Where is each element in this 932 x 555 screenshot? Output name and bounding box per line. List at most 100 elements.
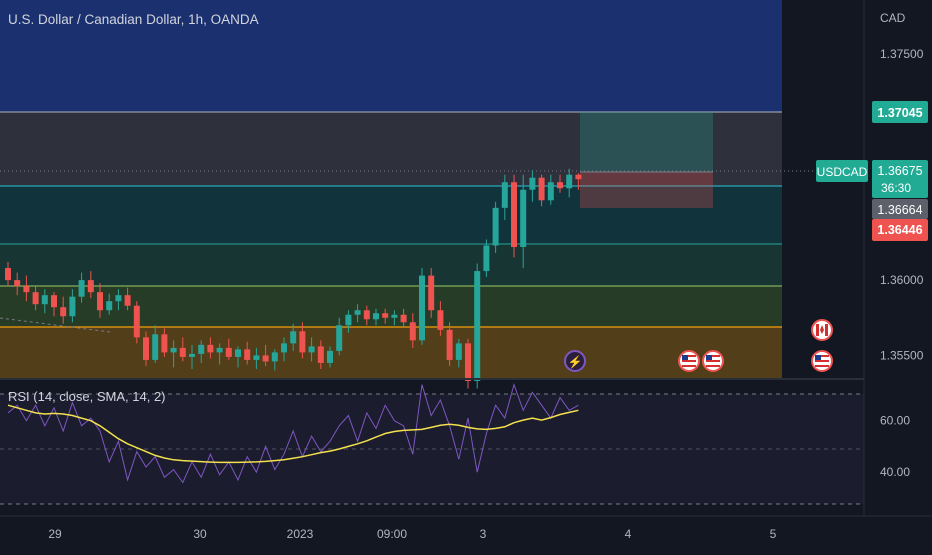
candle[interactable] bbox=[336, 325, 343, 351]
us-flag-stripe bbox=[706, 365, 720, 367]
symbol-badge[interactable] bbox=[816, 160, 868, 182]
event-marker-lightning[interactable]: ⚡ bbox=[564, 350, 586, 372]
candle[interactable] bbox=[87, 280, 94, 293]
candle[interactable] bbox=[557, 182, 563, 189]
us-flag-stripe bbox=[706, 355, 720, 357]
candle[interactable] bbox=[373, 313, 379, 320]
candle[interactable] bbox=[327, 350, 333, 363]
candle[interactable] bbox=[78, 280, 85, 297]
target-box[interactable] bbox=[580, 112, 713, 172]
zone-olive bbox=[0, 286, 782, 327]
price-axis[interactable] bbox=[864, 0, 932, 516]
candle[interactable] bbox=[354, 310, 361, 315]
candle[interactable] bbox=[41, 295, 48, 305]
candle[interactable] bbox=[198, 344, 205, 354]
time-label: 30 bbox=[193, 527, 207, 541]
candles-group[interactable] bbox=[5, 168, 582, 389]
candle[interactable] bbox=[281, 343, 287, 353]
bar-countdown: 36:30 bbox=[881, 181, 911, 195]
candle[interactable] bbox=[382, 313, 389, 318]
trend-line-dashed[interactable] bbox=[0, 317, 111, 333]
candle[interactable] bbox=[566, 174, 573, 189]
candle[interactable] bbox=[253, 355, 260, 360]
candle[interactable] bbox=[60, 307, 67, 317]
candle[interactable] bbox=[317, 346, 324, 363]
candle[interactable] bbox=[455, 343, 462, 360]
level-mid-badge-text: 1.36664 bbox=[877, 203, 922, 217]
candle[interactable] bbox=[419, 275, 425, 341]
candle[interactable] bbox=[161, 334, 168, 353]
candle[interactable] bbox=[106, 301, 113, 311]
candle[interactable] bbox=[189, 353, 195, 357]
candle[interactable] bbox=[474, 271, 481, 382]
candle[interactable] bbox=[299, 331, 306, 353]
time-label: 09:00 bbox=[377, 527, 407, 541]
candle[interactable] bbox=[437, 310, 444, 330]
candle[interactable] bbox=[400, 314, 407, 323]
candle[interactable] bbox=[446, 329, 453, 360]
candle[interactable] bbox=[51, 295, 57, 308]
candle[interactable] bbox=[207, 344, 214, 353]
currency-label: CAD bbox=[880, 11, 906, 25]
candle[interactable] bbox=[179, 347, 186, 357]
candle[interactable] bbox=[124, 295, 131, 306]
candle[interactable] bbox=[69, 296, 76, 317]
candle[interactable] bbox=[575, 174, 582, 180]
us-flag-icon[interactable] bbox=[678, 350, 700, 372]
us-flag-icon[interactable] bbox=[811, 350, 833, 372]
candle[interactable] bbox=[511, 182, 517, 247]
us-flag-icon[interactable] bbox=[702, 350, 724, 372]
last-price-badge[interactable] bbox=[872, 160, 928, 198]
candle[interactable] bbox=[483, 245, 490, 272]
candle[interactable] bbox=[143, 337, 149, 360]
candle[interactable] bbox=[428, 275, 435, 311]
chart-title[interactable]: U.S. Dollar / Canadian Dollar, 1h, OANDA bbox=[8, 12, 259, 27]
rsi-pane[interactable] bbox=[0, 380, 864, 516]
candle[interactable] bbox=[547, 182, 554, 201]
candle[interactable] bbox=[115, 295, 122, 302]
candle[interactable] bbox=[225, 347, 232, 357]
rsi-label[interactable]: RSI (14, close, SMA, 14, 2) bbox=[8, 389, 166, 404]
lightning-icon: ⚡ bbox=[568, 355, 583, 369]
last-price-text: 1.36675 bbox=[877, 164, 922, 178]
candle[interactable] bbox=[290, 331, 297, 344]
candle[interactable] bbox=[97, 292, 103, 311]
candle[interactable] bbox=[308, 346, 315, 353]
candle[interactable] bbox=[32, 292, 39, 305]
candle[interactable] bbox=[152, 334, 159, 360]
candle[interactable] bbox=[492, 207, 499, 246]
candle[interactable] bbox=[23, 286, 30, 293]
level-top-badge[interactable] bbox=[872, 101, 928, 123]
candle[interactable] bbox=[409, 322, 416, 341]
candle[interactable] bbox=[520, 189, 527, 247]
candle[interactable] bbox=[244, 349, 251, 360]
us-flag-canton bbox=[682, 355, 688, 360]
candle[interactable] bbox=[391, 314, 398, 318]
candle[interactable] bbox=[14, 280, 21, 287]
candle[interactable] bbox=[5, 268, 11, 281]
time-axis[interactable] bbox=[0, 516, 932, 550]
candle[interactable] bbox=[235, 349, 241, 357]
candle[interactable] bbox=[271, 352, 278, 362]
candle[interactable] bbox=[529, 177, 536, 190]
candle[interactable] bbox=[465, 343, 471, 382]
level-red-badge[interactable] bbox=[872, 219, 928, 241]
level-mid-badge[interactable] bbox=[872, 199, 928, 219]
canada-flag-icon[interactable] bbox=[811, 319, 833, 341]
candle[interactable] bbox=[133, 305, 140, 338]
rsi-sma-line[interactable] bbox=[7, 404, 579, 464]
symbol-badge-text: USDCAD bbox=[817, 165, 868, 179]
rsi-line[interactable] bbox=[7, 382, 579, 484]
event-marker-ring bbox=[564, 350, 586, 372]
candle[interactable] bbox=[170, 347, 177, 353]
candle[interactable] bbox=[216, 347, 223, 353]
candle[interactable] bbox=[501, 182, 508, 208]
candle[interactable] bbox=[538, 177, 545, 201]
zone-teal bbox=[0, 186, 782, 244]
candle[interactable] bbox=[363, 310, 370, 320]
candle[interactable] bbox=[262, 355, 269, 362]
candle[interactable] bbox=[345, 314, 352, 326]
stop-box[interactable] bbox=[580, 172, 713, 208]
